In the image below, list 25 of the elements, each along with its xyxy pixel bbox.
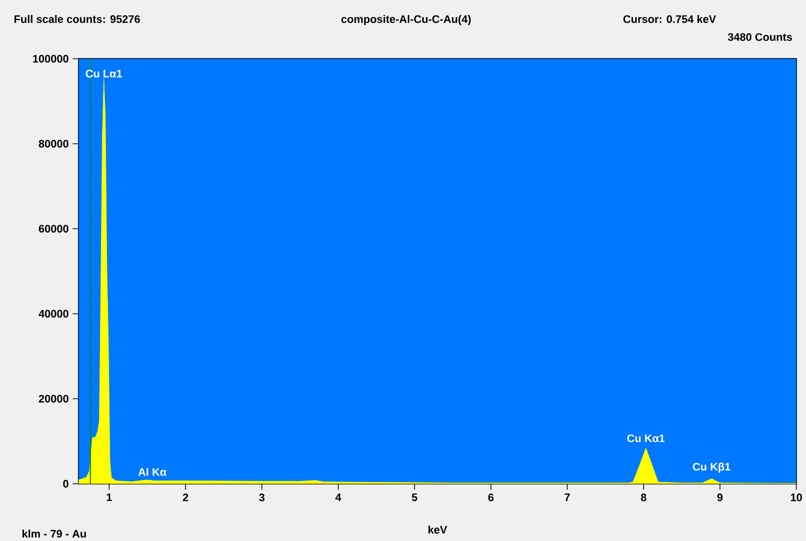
x-tick-label: 9 [717,493,723,502]
y-tick-label: 20000 [38,394,68,402]
x-tick-label: 7 [564,493,570,501]
x-tick-label: 8 [640,493,646,502]
x-tick-label: 3 [259,493,265,502]
text: klm - 79 - Au [22,529,86,538]
annotation: Cu Kα1 [627,434,665,442]
x-tick-label: 10 [790,493,802,502]
chart-title: composite-Al-Cu-C-Au(4) [341,14,471,25]
annotation: Al Kα [138,468,166,476]
y-tick-label: 0 [63,480,68,488]
text: Full scale counts: 95276 [14,14,140,23]
y-tick-label: 40000 [38,310,68,318]
y-tick-label: 60000 [38,224,68,232]
x-tick-label: 1 [106,493,112,501]
y-tick-label: 80000 [38,140,68,148]
x-tick-label: 5 [412,493,418,501]
x-axis-title: keV [428,525,448,534]
text: 3480 Counts [728,32,792,41]
x-tick-label: 6 [488,493,494,502]
y-tick-label: 100000 [33,54,68,62]
x-tick-label: 2 [182,493,188,501]
text: Cursor: 0.754 keV [623,14,716,23]
annotation: Cu Kβ1 [692,462,730,473]
x-tick-label: 4 [335,493,342,501]
